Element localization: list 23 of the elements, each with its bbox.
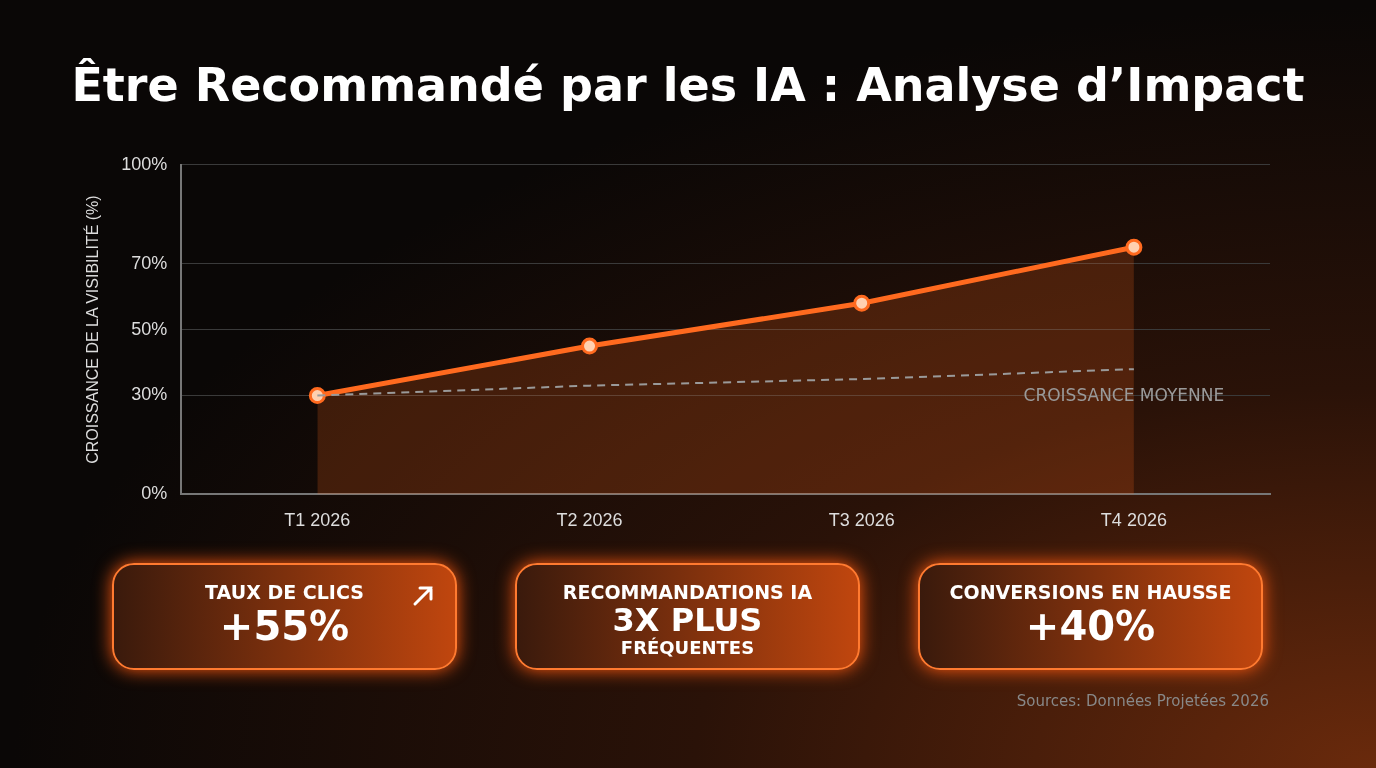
x-tick-label: T3 2026 <box>828 510 895 531</box>
text: RECOMMANDATIONS IA <box>561 581 814 603</box>
y-tick-label: 100% <box>121 153 168 174</box>
point <box>1125 238 1143 256</box>
x-tick-label: T4 2026 <box>1100 510 1167 531</box>
y-tick-label: 0% <box>141 483 168 504</box>
point <box>853 294 871 312</box>
text: TAUX DE CLICS <box>204 581 365 603</box>
text: +40% <box>1024 603 1157 649</box>
y-tick-label: 30% <box>131 384 168 405</box>
point <box>308 387 326 405</box>
text: FRÉQUENTES <box>619 637 756 658</box>
chart-title: Être Recommandé par les IA : Analyse d’Impact <box>70 58 1306 112</box>
y-axis-title: CROISSANCE DE LA VISIBILITÉ (%) <box>83 195 102 464</box>
y-tick-label: 70% <box>131 252 168 273</box>
x-tick-label: T1 2026 <box>284 510 351 531</box>
x-tick-label: T2 2026 <box>556 510 623 531</box>
text: +55% <box>218 603 351 649</box>
text: CONVERSIONS EN HAUSSE <box>948 581 1233 603</box>
source-note: Sources: Données Projetées 2026 <box>1016 692 1269 710</box>
series-label: CROISSANCE MOYENNE <box>1023 385 1225 406</box>
point <box>581 337 599 355</box>
y-tick-label: 50% <box>131 318 168 339</box>
